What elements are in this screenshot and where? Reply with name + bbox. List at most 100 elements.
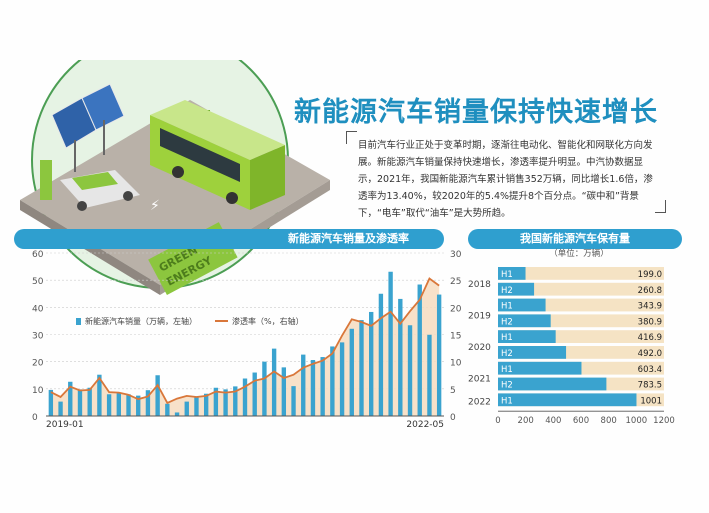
sales-bar (213, 387, 219, 416)
left-axis-tick: 20 (32, 359, 44, 369)
sales-penetration-chart: 0 10 20 30 40 50 60 0 5 10 15 20 25 30 2019-01 2022-05 新… (0, 240, 470, 440)
sales-bar (417, 284, 422, 416)
half-label: H1 (501, 270, 513, 280)
sales-bar (359, 320, 364, 416)
right-axis-tick: 0 (450, 413, 456, 423)
sales-bar (165, 403, 170, 416)
ownership-bar (498, 377, 607, 391)
unit-label: （单位：万辆） (549, 248, 609, 259)
x-axis-tick: 400 (545, 416, 561, 426)
sales-bar (349, 328, 354, 416)
sales-bar (233, 386, 238, 416)
sales-bar (58, 401, 63, 416)
ownership-bar (498, 267, 526, 280)
half-label: H2 (501, 349, 513, 359)
sales-bar (407, 325, 413, 416)
right-chart-header: 我国新能源汽车保有量 (468, 229, 682, 249)
left-axis-tick: 50 (32, 277, 44, 287)
sales-bar (48, 389, 54, 416)
value-label: 343.9 (638, 302, 662, 312)
half-label: H1 (501, 302, 513, 312)
year-label: 2020 (468, 343, 491, 353)
ownership-bar (498, 346, 567, 359)
sales-bar (320, 357, 325, 416)
bar-background (498, 282, 664, 296)
sales-bar (87, 387, 92, 416)
left-chart-title: 新能源汽车销量及渗透率 (288, 232, 409, 245)
x-start-label: 2019-01 (46, 420, 84, 430)
ownership-bar (498, 314, 551, 328)
right-axis-tick: 10 (450, 359, 462, 369)
sales-bar (388, 271, 393, 416)
right-axis-tick: 20 (450, 304, 462, 314)
right-axis-tick: 5 (450, 386, 456, 396)
half-label: H1 (501, 396, 513, 406)
value-label: 603.4 (638, 365, 662, 375)
half-label: H2 (501, 286, 513, 296)
sales-bar (378, 293, 384, 416)
half-label: H2 (501, 381, 513, 391)
legend-bar-swatch (76, 318, 81, 325)
sales-bar (106, 394, 112, 416)
sales-bar (271, 348, 277, 416)
value-label: 380.9 (638, 317, 662, 327)
half-label: H1 (501, 365, 513, 375)
sales-bar (427, 334, 432, 416)
ownership-bar (498, 282, 535, 296)
x-axis-tick: 600 (573, 416, 589, 426)
x-axis-tick: 0 (495, 416, 500, 426)
sales-bar (194, 396, 199, 416)
sales-bar (68, 381, 73, 416)
ownership-chart: （单位：万辆） H1 199.0 H2 260.8 H1 343.9 H2 380.9 H1 416… (468, 244, 690, 444)
year-label: 2021 (468, 375, 491, 385)
sales-bar (252, 372, 257, 416)
sales-bar (223, 389, 228, 416)
sales-bar (436, 294, 442, 416)
x-axis-tick: 200 (518, 416, 534, 426)
value-label: 199.0 (638, 270, 662, 280)
car-icon (60, 170, 140, 211)
value-label: 1001 (640, 396, 662, 406)
legend-bar-label: 新能源汽车销量（万辆，左轴） (85, 316, 197, 326)
x-axis-tick: 1000 (626, 416, 648, 426)
bar-background (498, 267, 664, 280)
ownership-bar (498, 298, 546, 312)
sales-bar (262, 361, 267, 416)
sales-bar (126, 394, 131, 416)
right-axis-tick: 30 (450, 250, 462, 260)
sales-bar (136, 395, 141, 416)
sales-bar (203, 393, 209, 416)
ownership-bar (498, 361, 582, 375)
x-end-label: 2022-05 (406, 420, 444, 430)
sales-bar (174, 412, 180, 416)
half-label: H2 (501, 317, 513, 327)
sales-bar (242, 378, 248, 416)
x-axis-tick: 800 (601, 416, 617, 426)
bracket-right (655, 200, 666, 213)
bracket-left (346, 131, 357, 144)
value-label: 492.0 (638, 349, 662, 359)
value-label: 783.5 (638, 381, 662, 391)
sales-bar (369, 311, 374, 416)
solar-panel-icon (51, 83, 125, 172)
year-label: 2019 (468, 311, 491, 321)
value-label: 260.8 (638, 286, 662, 296)
legend-line-label: 渗透率（%，右轴） (232, 316, 304, 326)
intro-paragraph: 目前汽车行业正处于变革时期，逐渐往电动化、智能化和网联化方向发展。新能源汽车销量… (358, 140, 653, 219)
ownership-bar (498, 393, 637, 407)
left-axis-tick: 10 (32, 386, 44, 396)
left-axis-tick: 30 (32, 332, 44, 342)
left-axis-tick: 60 (32, 250, 44, 260)
sales-bar (155, 375, 160, 416)
left-axis-tick: 40 (32, 304, 44, 314)
penetration-line (50, 277, 440, 405)
year-label: 2022 (468, 397, 491, 407)
sales-bar (145, 390, 151, 416)
sales-bar (281, 367, 287, 416)
sales-bar (310, 360, 316, 416)
sales-bar (97, 374, 102, 416)
sales-bar (184, 401, 189, 416)
sales-bar (301, 354, 306, 416)
sales-bar (77, 389, 83, 416)
right-axis-tick: 15 (450, 332, 461, 342)
